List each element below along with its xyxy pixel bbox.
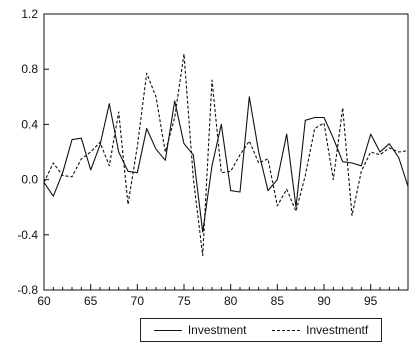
x-tick-label: 65 — [84, 294, 98, 308]
plot-frame — [43, 13, 409, 291]
y-tick-label: 1.2 — [21, 7, 38, 21]
x-tick-label: 80 — [224, 294, 238, 308]
y-tick-label: 0.4 — [21, 117, 38, 131]
tick-marks — [43, 13, 409, 291]
x-tick-label: 85 — [271, 294, 285, 308]
x-tick-label: 75 — [177, 294, 191, 308]
legend-swatch-dashed — [272, 329, 301, 331]
legend-item-investment: Investment — [153, 323, 247, 337]
x-tick-label: 90 — [317, 294, 331, 308]
x-tick-label: 60 — [37, 294, 51, 308]
y-tick-label: 0.0 — [21, 173, 38, 187]
series-line-investment — [43, 96, 409, 233]
axes — [43, 13, 409, 291]
y-tick-label: 0.8 — [21, 62, 38, 76]
legend-label-investment: Investment — [187, 323, 247, 337]
legend-item-investmentf: Investmentf — [272, 323, 368, 337]
y-tick-label: -0.4 — [17, 228, 38, 242]
tick-labels: -0.8 -0.4 0.0 0.4 0.8 1.2 60 65 70 75 80 85 90 95 — [17, 7, 377, 308]
legend-label-investmentf: Investmentf — [306, 323, 369, 337]
legend-swatch-solid — [153, 329, 182, 331]
legend: Investment Investmentf — [140, 318, 382, 342]
x-tick-label: 70 — [131, 294, 145, 308]
y-tick-label: -0.8 — [17, 283, 38, 297]
x-tick-label: 95 — [364, 294, 378, 308]
series-lines — [43, 53, 409, 257]
